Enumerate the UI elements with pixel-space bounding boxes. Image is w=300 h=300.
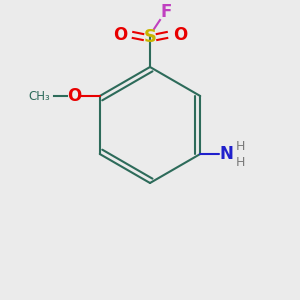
Text: S: S — [143, 28, 157, 46]
Text: H: H — [236, 155, 245, 169]
Text: N: N — [219, 145, 233, 163]
Text: O: O — [173, 26, 187, 44]
Text: F: F — [160, 3, 172, 21]
Text: CH₃: CH₃ — [28, 89, 50, 103]
Text: O: O — [67, 87, 81, 105]
Text: O: O — [113, 26, 127, 44]
Text: H: H — [236, 140, 245, 152]
